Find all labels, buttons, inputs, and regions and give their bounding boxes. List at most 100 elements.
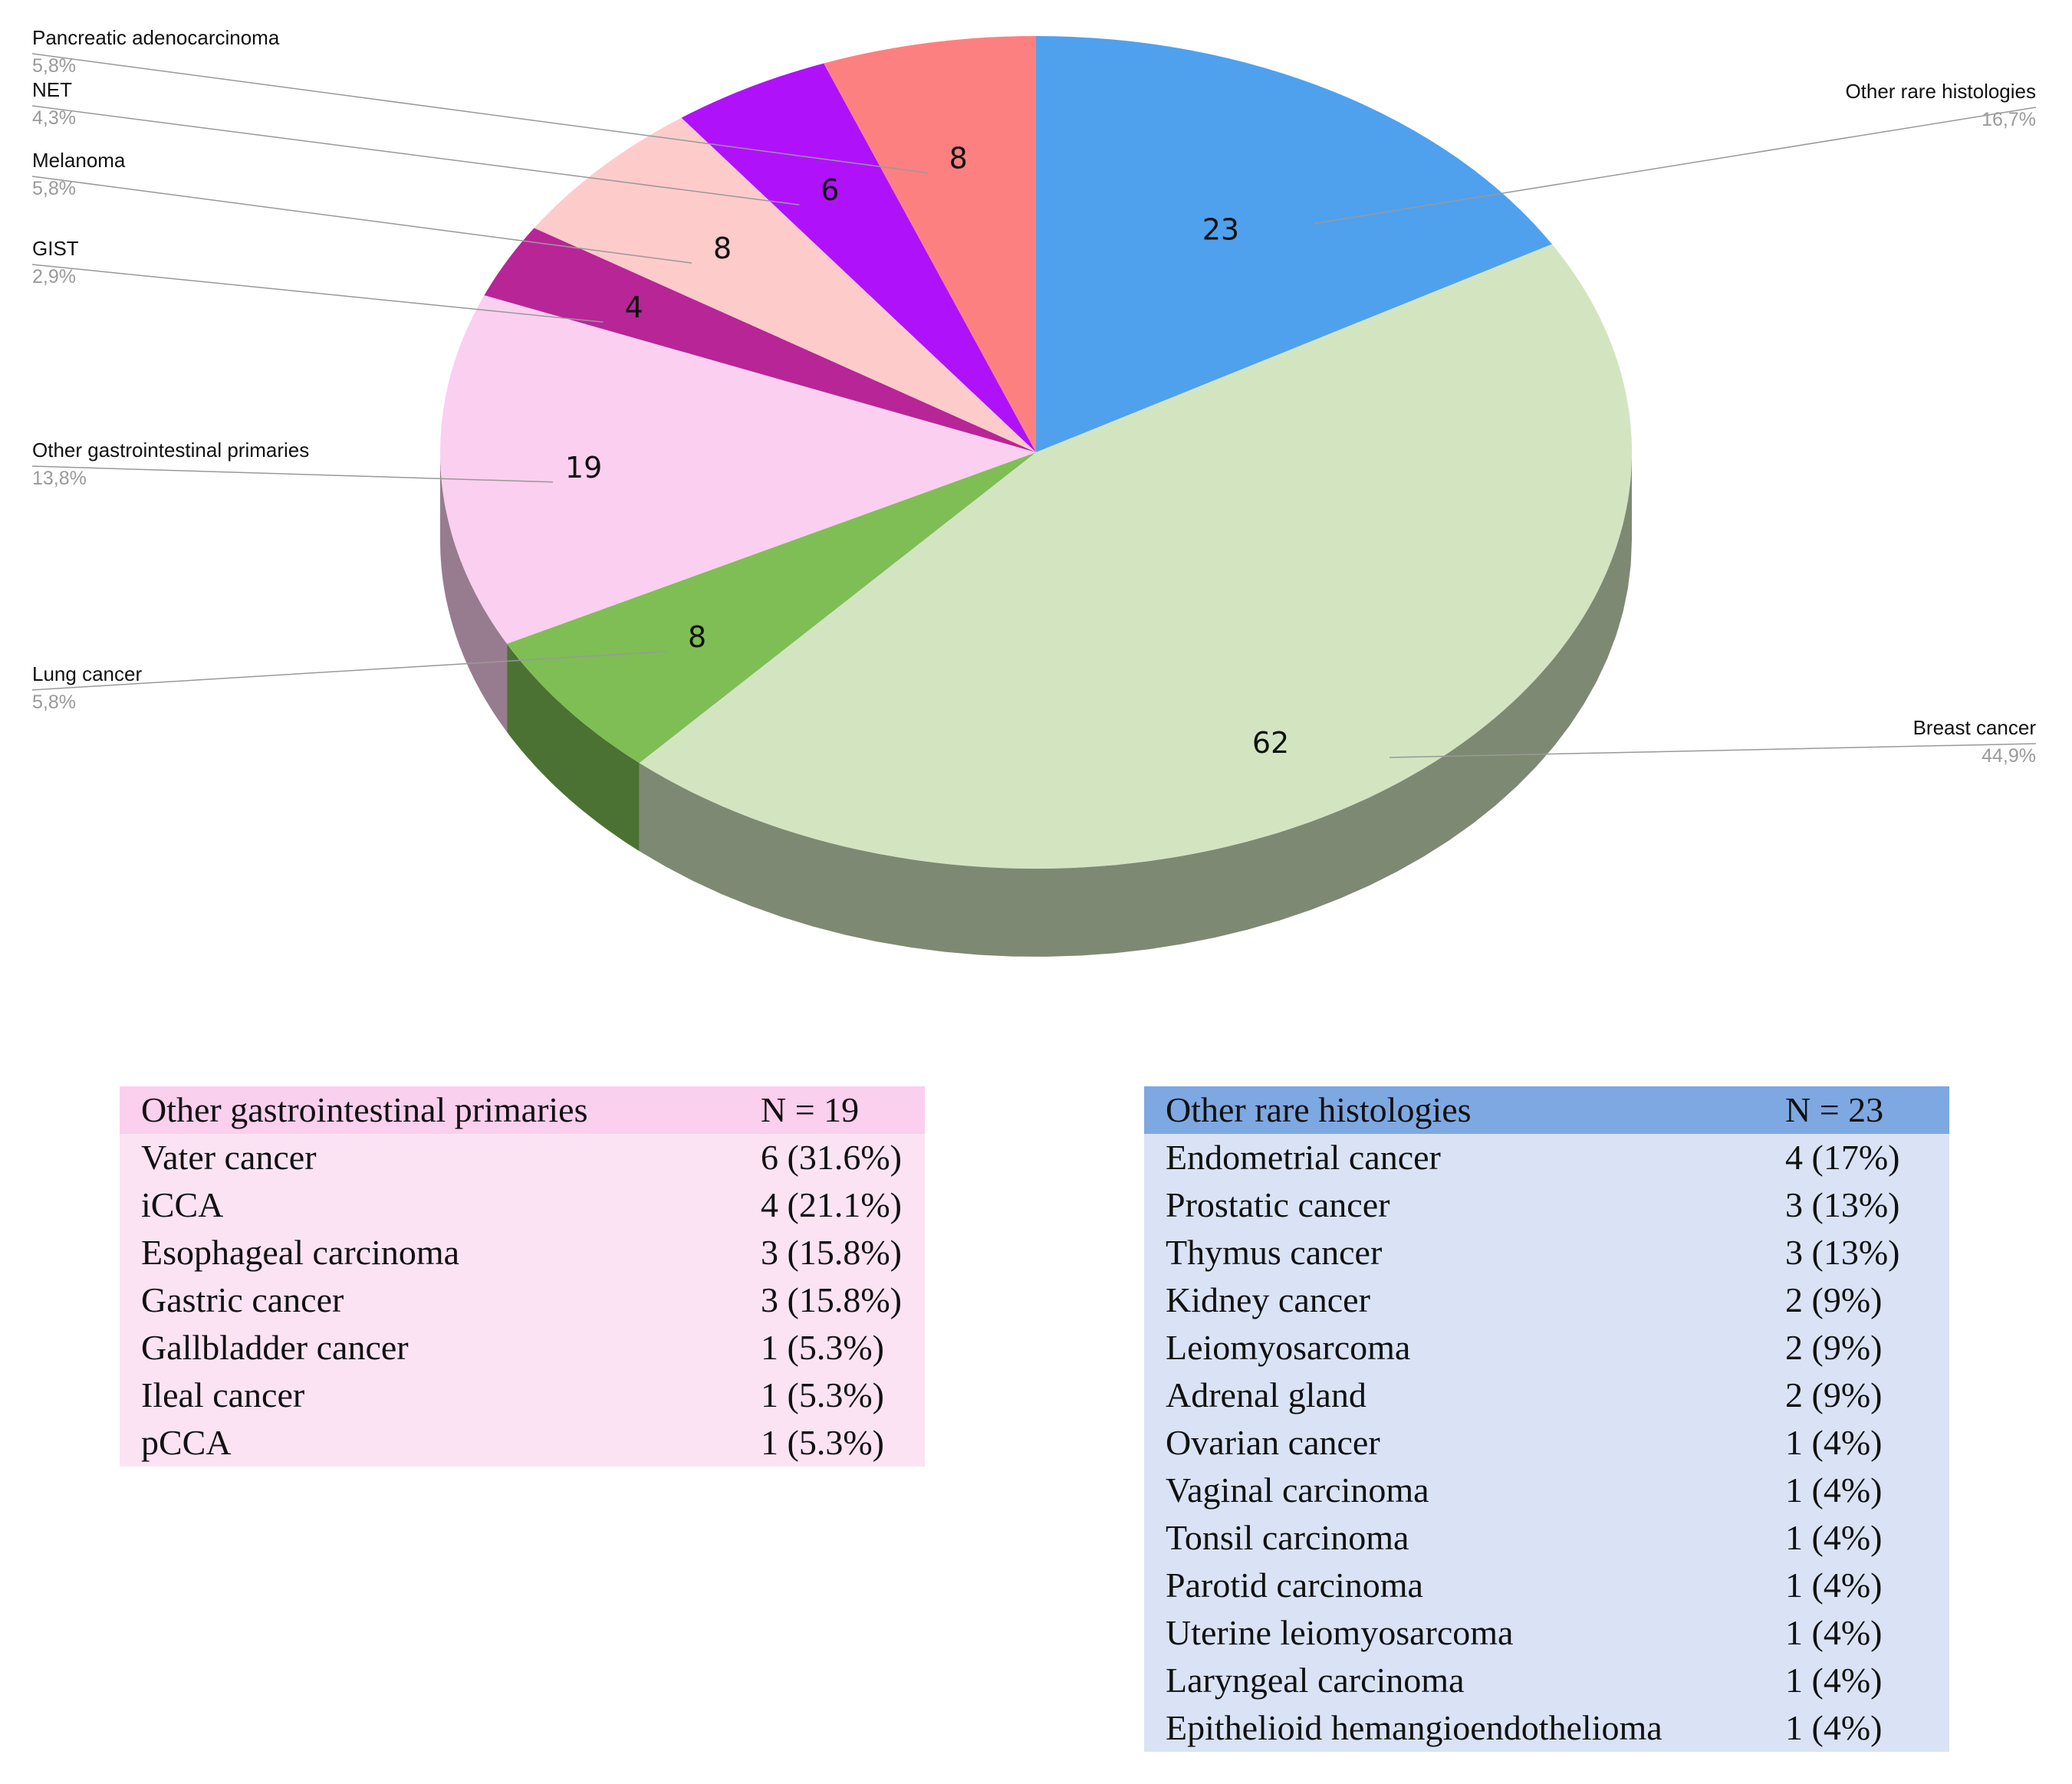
row-name: Prostatic cancer [1166, 1185, 1390, 1224]
gastrointestinal-table: Other gastrointestinal primaries N = 19 … [120, 1086, 925, 1467]
pie-slice-2 [507, 452, 1036, 764]
leader-line-0 [1314, 107, 2037, 225]
leader-line-5 [31, 176, 692, 264]
row-value: 1 (5.3%) [761, 1328, 884, 1367]
row-name: Ovarian cancer [1166, 1423, 1380, 1462]
slice-value-label-7: 8 [949, 142, 968, 176]
pie-slice-6 [681, 63, 1036, 452]
pie-slice-4 [484, 228, 1036, 452]
slice-name-label-5: Melanoma [32, 149, 126, 172]
pie-chart: 23 Other rare histologies 16,7% 62 Breast ca… [31, 26, 2037, 957]
slice-value-label-3: 19 [565, 451, 602, 485]
table-header-name: Other rare histologies [1144, 1086, 1764, 1134]
pie-side-1 [639, 452, 1633, 957]
slice-value-label-6: 6 [821, 173, 839, 207]
table-row: Gastric cancer 3 (15.8%) [120, 1276, 925, 1324]
slice-percent-label-4: 2,9% [32, 266, 76, 287]
slice-value-label-5: 8 [713, 232, 732, 265]
row-name: Kidney cancer [1166, 1280, 1370, 1319]
table-row: iCCA 4 (21.1%) [120, 1181, 925, 1229]
row-value: 3 (13%) [1785, 1233, 1900, 1272]
table-header-row: Other gastrointestinal primaries N = 19 [120, 1086, 925, 1134]
slice-percent-label-3: 13,8% [32, 468, 87, 489]
table-header-count: N = 23 [1764, 1086, 1949, 1134]
row-name: Adrenal gland [1166, 1375, 1367, 1414]
table-row: Ileal cancer 1 (5.3%) [120, 1372, 925, 1419]
leader-line-4 [31, 264, 604, 323]
table-row: Prostatic cancer 3 (13%) [1144, 1181, 1949, 1229]
row-value: 3 (13%) [1785, 1185, 1900, 1224]
row-value: 3 (15.8%) [761, 1233, 902, 1272]
table-row: Adrenal gland 2 (9%) [1144, 1372, 1949, 1419]
slice-value-label-4: 4 [625, 291, 643, 324]
row-value: 1 (4%) [1785, 1566, 1883, 1605]
row-value: 4 (17%) [1785, 1138, 1900, 1177]
table-row: Epithelioid hemangioendothelioma 1 (4%) [1144, 1704, 1949, 1752]
row-name: Leiomyosarcoma [1166, 1328, 1411, 1367]
table-row: Vater cancer 6 (31.6%) [120, 1134, 925, 1181]
leader-line-7 [31, 53, 928, 174]
slice-name-label-7: Pancreatic adenocarcinoma [32, 26, 280, 49]
slice-percent-label-7: 5,8% [32, 55, 76, 77]
pie-slice-3 [440, 295, 1036, 644]
table-row: Gallbladder cancer 1 (5.3%) [120, 1324, 925, 1372]
leader-line-6 [31, 105, 800, 205]
row-name: Vaginal carcinoma [1166, 1470, 1429, 1510]
row-name: iCCA [141, 1185, 224, 1224]
row-value: 1 (5.3%) [761, 1375, 884, 1414]
row-name: Thymus cancer [1166, 1233, 1383, 1272]
slice-name-label-4: GIST [32, 237, 79, 260]
row-name: Endometrial cancer [1166, 1138, 1441, 1177]
row-value: 1 (5.3%) [761, 1423, 884, 1462]
row-name: Gallbladder cancer [141, 1328, 409, 1367]
row-value: 3 (15.8%) [761, 1280, 902, 1319]
table-row: Kidney cancer 2 (9%) [1144, 1276, 1949, 1324]
slice-name-label-3: Other gastrointestinal primaries [32, 439, 309, 462]
rare-histologies-table: Other rare histologies N = 23 Endometria… [1144, 1086, 1949, 1752]
row-name: Parotid carcinoma [1166, 1566, 1423, 1605]
pie-slices [440, 35, 1633, 869]
row-value: 1 (4%) [1785, 1518, 1883, 1557]
table-header-count: N = 19 [739, 1086, 925, 1134]
table-row: Tonsil carcinoma 1 (4%) [1144, 1514, 1949, 1562]
row-name: Epithelioid hemangioendothelioma [1166, 1708, 1663, 1747]
table-header-row: Other rare histologies N = 23 [1144, 1086, 1949, 1134]
table-row: Uterine leiomyosarcoma 1 (4%) [1144, 1609, 1949, 1657]
pie-slice-5 [534, 117, 1036, 452]
row-name: Uterine leiomyosarcoma [1166, 1613, 1514, 1652]
row-value: 2 (9%) [1785, 1280, 1883, 1319]
row-name: Laryngeal carcinoma [1166, 1661, 1465, 1700]
row-name: pCCA [141, 1423, 232, 1462]
slice-percent-label-1: 44,9% [1982, 745, 2036, 767]
row-name: Esophageal carcinoma [141, 1233, 460, 1272]
table-row: Endometrial cancer 4 (17%) [1144, 1134, 1949, 1181]
row-value: 1 (4%) [1785, 1708, 1883, 1747]
slice-percent-label-2: 5,8% [32, 692, 76, 713]
slice-value-label-1: 62 [1252, 726, 1289, 760]
slice-percent-label-5: 5,8% [32, 178, 76, 199]
row-name: Ileal cancer [141, 1375, 305, 1414]
slice-name-label-1: Breast cancer [1913, 716, 2037, 739]
pie-slice-0 [1036, 36, 1552, 452]
slice-percent-label-0: 16,7% [1982, 109, 2036, 130]
slice-percent-label-6: 4,3% [32, 107, 76, 129]
pie-chart-svg: 23 Other rare histologies 16,7% 62 Breast ca… [31, 26, 2037, 957]
row-value: 6 (31.6%) [761, 1138, 902, 1177]
table-row: Vaginal carcinoma 1 (4%) [1144, 1467, 1949, 1514]
table-header-name: Other gastrointestinal primaries [120, 1086, 739, 1134]
row-value: 2 (9%) [1785, 1328, 1883, 1367]
table-row: Parotid carcinoma 1 (4%) [1144, 1562, 1949, 1609]
table-row: Thymus cancer 3 (13%) [1144, 1229, 1949, 1276]
row-name: Tonsil carcinoma [1166, 1518, 1409, 1557]
leader-line-2 [31, 651, 667, 691]
table-row: pCCA 1 (5.3%) [120, 1419, 925, 1467]
row-value: 1 (4%) [1785, 1470, 1883, 1510]
leader-line-1 [1389, 743, 2037, 758]
pie-slice-7 [824, 35, 1036, 452]
leader-line-3 [31, 465, 554, 483]
row-value: 1 (4%) [1785, 1423, 1883, 1462]
pie-side-2 [507, 643, 640, 852]
table-row: Esophageal carcinoma 3 (15.8%) [120, 1229, 925, 1276]
slice-name-label-0: Other rare histologies [1845, 80, 2036, 103]
table-row: Ovarian cancer 1 (4%) [1144, 1419, 1949, 1467]
